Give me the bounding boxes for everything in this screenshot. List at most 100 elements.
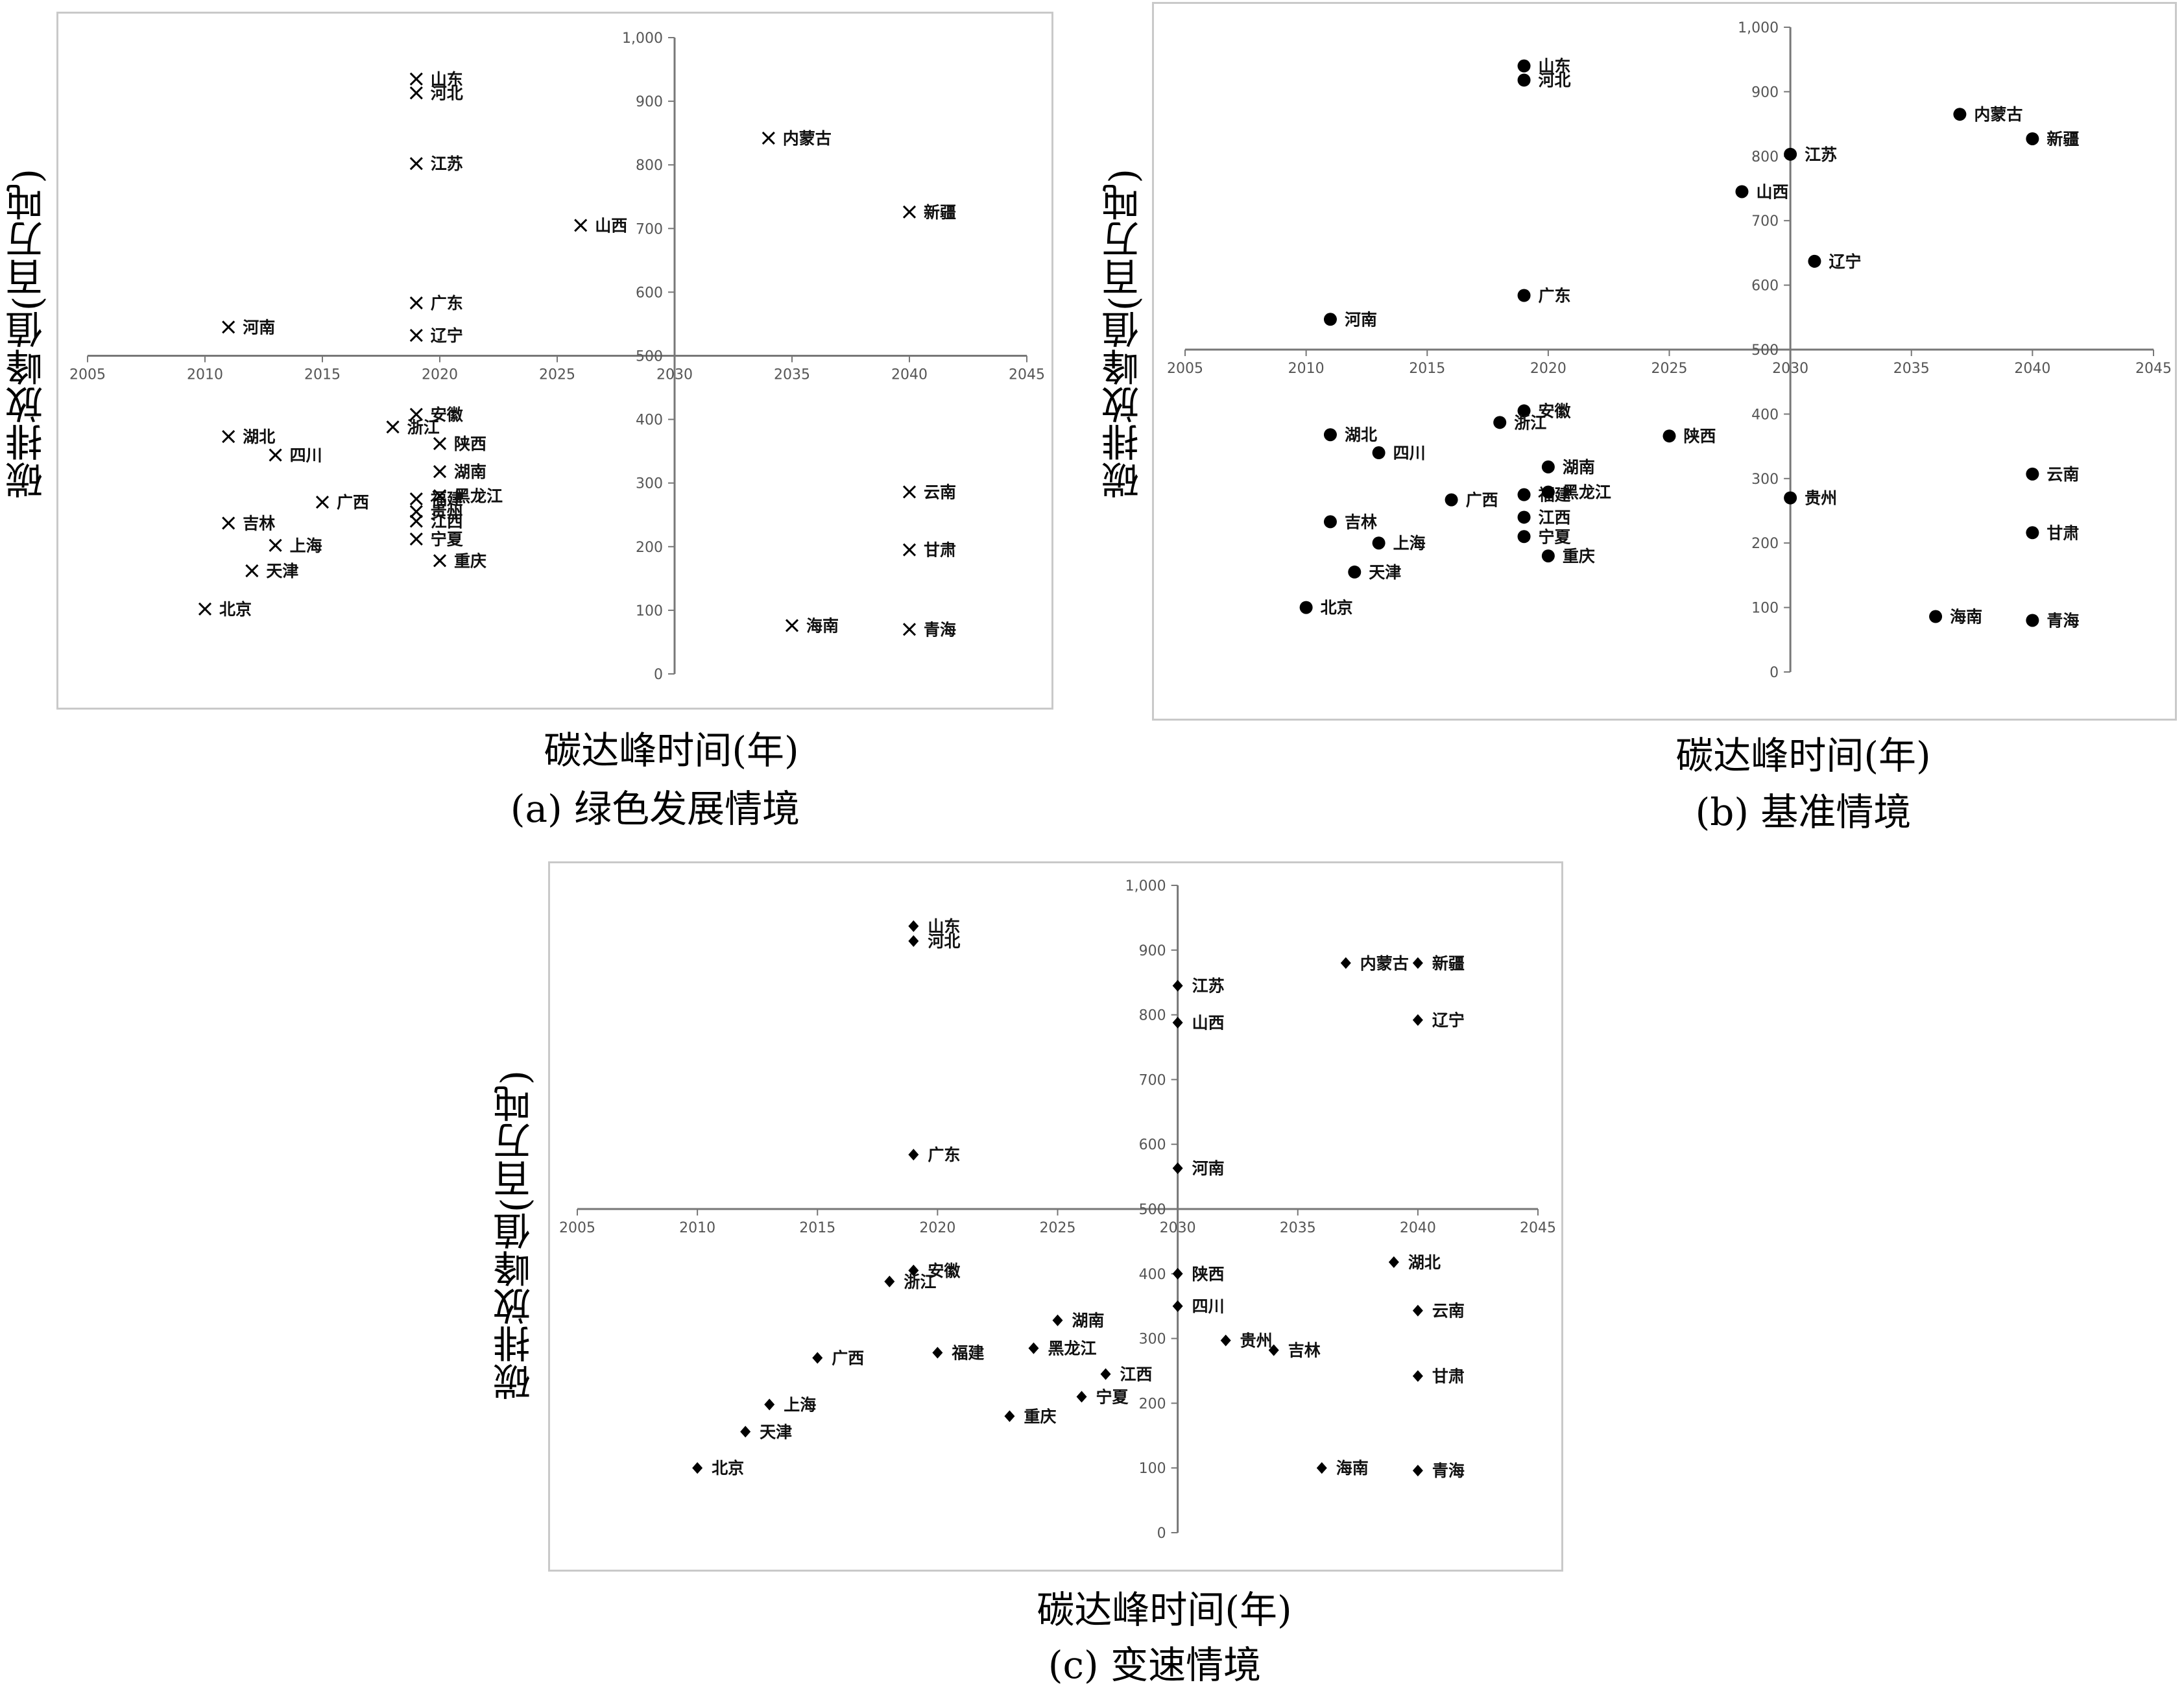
point-label: 上海 <box>784 1395 816 1414</box>
point-label: 山东 <box>431 70 463 89</box>
x-tick-label: 2015 <box>304 367 341 383</box>
circle-marker <box>1517 510 1531 524</box>
point-label: 四川 <box>290 446 322 465</box>
data-point: 江西 <box>1100 1365 1153 1384</box>
diamond-marker <box>1172 1267 1183 1280</box>
x-marker <box>409 505 423 518</box>
y-tick-label: 600 <box>1139 1137 1166 1153</box>
diamond-marker <box>1100 1368 1111 1380</box>
x-marker <box>433 464 447 479</box>
circle-marker <box>1445 493 1458 507</box>
point-label: 河北 <box>928 932 960 951</box>
point-label: 浙江 <box>407 418 440 437</box>
point-label: 山东 <box>1539 57 1571 76</box>
y-tick-label: 100 <box>636 603 663 619</box>
circle-marker <box>1784 491 1797 505</box>
diamond-marker <box>1412 1304 1423 1317</box>
data-point: 辽宁 <box>409 326 463 345</box>
x-marker <box>574 219 588 232</box>
y-tick-label: 100 <box>1139 1461 1166 1477</box>
data-point: 上海 <box>1372 534 1426 553</box>
x-tick-label: 2010 <box>679 1220 715 1236</box>
x-tick-label: 2005 <box>69 367 106 383</box>
x-tick-label: 2020 <box>1530 361 1566 377</box>
diamond-marker <box>1028 1342 1039 1354</box>
circle-marker <box>1323 515 1337 529</box>
point-label: 内蒙古 <box>1974 105 2022 124</box>
data-point: 福建 <box>932 1344 984 1363</box>
circle-marker <box>1541 485 1555 499</box>
y-axis-title: 碳排放峰值(百万吨) <box>1101 169 1146 499</box>
point-label: 江苏 <box>1192 977 1225 996</box>
circle-marker <box>2026 614 2039 627</box>
figure-caption: (a) 绿色发展情境 <box>510 787 800 831</box>
x-tick-label: 2020 <box>422 367 458 383</box>
diamond-marker <box>1412 1465 1423 1477</box>
x-tick-label: 2010 <box>1288 361 1325 377</box>
point-label: 山西 <box>1756 182 1788 201</box>
y-tick-label: 800 <box>1139 1008 1166 1024</box>
circle-marker <box>1808 254 1821 268</box>
circle-marker <box>1299 601 1313 614</box>
data-point: 山东 <box>908 917 960 936</box>
y-tick-label: 1,000 <box>1738 20 1779 36</box>
point-label: 广西 <box>337 493 369 512</box>
data-point: 山西 <box>574 216 627 235</box>
data-point: 重庆 <box>1004 1407 1056 1426</box>
data-point: 重庆 <box>1541 547 1595 566</box>
data-point: 黑龙江 <box>433 486 503 505</box>
x-tick-label: 2020 <box>919 1220 955 1236</box>
data-point: 内蒙古 <box>762 129 832 148</box>
circle-marker <box>1517 488 1531 501</box>
x-tick-label: 2040 <box>2014 361 2050 377</box>
data-point: 北京 <box>692 1459 744 1478</box>
diamond-marker <box>1220 1334 1231 1347</box>
point-label: 甘肃 <box>924 541 956 560</box>
data-point: 广西 <box>812 1349 864 1368</box>
point-label: 北京 <box>712 1459 744 1478</box>
x-marker <box>198 602 212 616</box>
data-point: 北京 <box>198 600 252 619</box>
point-label: 重庆 <box>1024 1407 1056 1426</box>
point-label: 河北 <box>1539 71 1571 90</box>
data-point: 海南 <box>785 616 839 635</box>
data-point: 天津 <box>245 562 298 581</box>
x-marker <box>902 205 917 219</box>
point-label: 吉林 <box>243 514 275 533</box>
point-label: 广西 <box>1466 491 1498 510</box>
circle-marker <box>2026 132 2039 145</box>
x-marker <box>409 296 423 310</box>
point-label: 海南 <box>1950 608 1982 627</box>
data-point: 安徽 <box>409 405 464 424</box>
data-point: 江西 <box>1517 508 1571 527</box>
data-point: 陕西 <box>1172 1265 1225 1284</box>
point-label: 贵州 <box>431 503 463 521</box>
point-label: 山西 <box>595 216 627 235</box>
diamond-marker <box>932 1347 943 1359</box>
data-point: 广东 <box>409 294 463 313</box>
point-label: 内蒙古 <box>1360 954 1409 973</box>
data-point: 湖北 <box>1323 425 1377 444</box>
data-point: 安徽 <box>908 1262 961 1280</box>
diamond-marker <box>1172 1300 1183 1312</box>
data-point: 江苏 <box>1784 145 1837 164</box>
y-tick-label: 100 <box>1751 601 1779 617</box>
y-tick-label: 400 <box>1751 407 1779 423</box>
y-axis-title: 碳排放峰值(百万吨) <box>493 1070 537 1401</box>
point-label: 甘肃 <box>1432 1367 1465 1385</box>
data-point: 山东 <box>409 70 463 89</box>
point-label: 青海 <box>924 620 956 639</box>
y-tick-label: 400 <box>1139 1267 1166 1283</box>
data-point: 浙江 <box>386 418 440 437</box>
data-point: 青海 <box>1412 1461 1465 1480</box>
y-tick-label: 800 <box>1751 149 1779 165</box>
data-point: 河北 <box>908 932 960 951</box>
point-label: 河南 <box>243 318 275 337</box>
data-point: 新疆 <box>902 203 956 222</box>
x-tick-label: 2045 <box>2135 361 2172 377</box>
y-tick-label: 300 <box>636 476 663 492</box>
point-label: 江西 <box>1120 1365 1153 1384</box>
point-label: 黑龙江 <box>454 486 503 505</box>
point-label: 辽宁 <box>1829 252 1861 271</box>
data-point: 重庆 <box>433 551 486 570</box>
